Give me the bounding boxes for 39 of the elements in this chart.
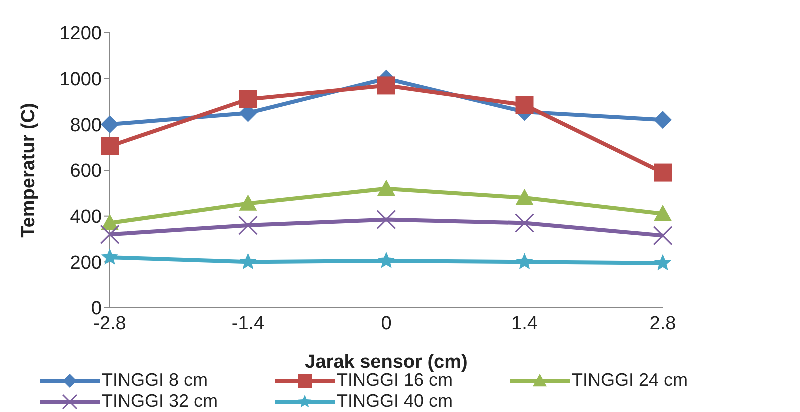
point <box>654 164 672 182</box>
point <box>238 216 258 236</box>
legend-label: TINGGI 32 cm <box>102 391 218 412</box>
y-tick-label: 1000 <box>60 70 102 91</box>
y-tick-label: 0 <box>91 298 102 320</box>
point <box>654 111 672 130</box>
y-tick-label: 400 <box>70 207 102 228</box>
x-tick-label: 2.8 <box>650 313 676 334</box>
point <box>376 210 396 230</box>
x-tick-label: 0 <box>381 313 392 334</box>
point <box>516 96 534 114</box>
point <box>515 213 534 233</box>
point <box>516 253 534 270</box>
y-tick-label: 200 <box>70 252 102 274</box>
legend-label: TINGGI 8 cm <box>102 370 208 391</box>
point <box>101 214 119 230</box>
legend-label: TINGGI 24 cm <box>572 370 688 391</box>
y-tick-label: 1200 <box>60 24 102 45</box>
y-tick-label: 600 <box>70 161 102 182</box>
x-tick-label: 1.4 <box>512 313 538 334</box>
point <box>378 180 396 196</box>
point <box>101 116 119 134</box>
x-axis-title: Jarak sensor (cm) <box>305 352 468 373</box>
legend-label: TINGGI 40 cm <box>337 391 454 412</box>
point <box>654 254 672 271</box>
point <box>653 226 673 246</box>
point <box>654 205 672 222</box>
point <box>239 90 258 108</box>
y-axis-title: Temperatur (C) <box>18 103 40 238</box>
point <box>378 252 396 268</box>
point <box>101 248 119 265</box>
point <box>240 253 257 270</box>
point <box>516 189 534 206</box>
point <box>100 224 120 244</box>
point <box>378 76 396 95</box>
y-tick-label: 800 <box>70 115 102 136</box>
x-tick-label: -1.4 <box>232 313 266 334</box>
point <box>239 194 258 211</box>
point <box>101 137 119 156</box>
